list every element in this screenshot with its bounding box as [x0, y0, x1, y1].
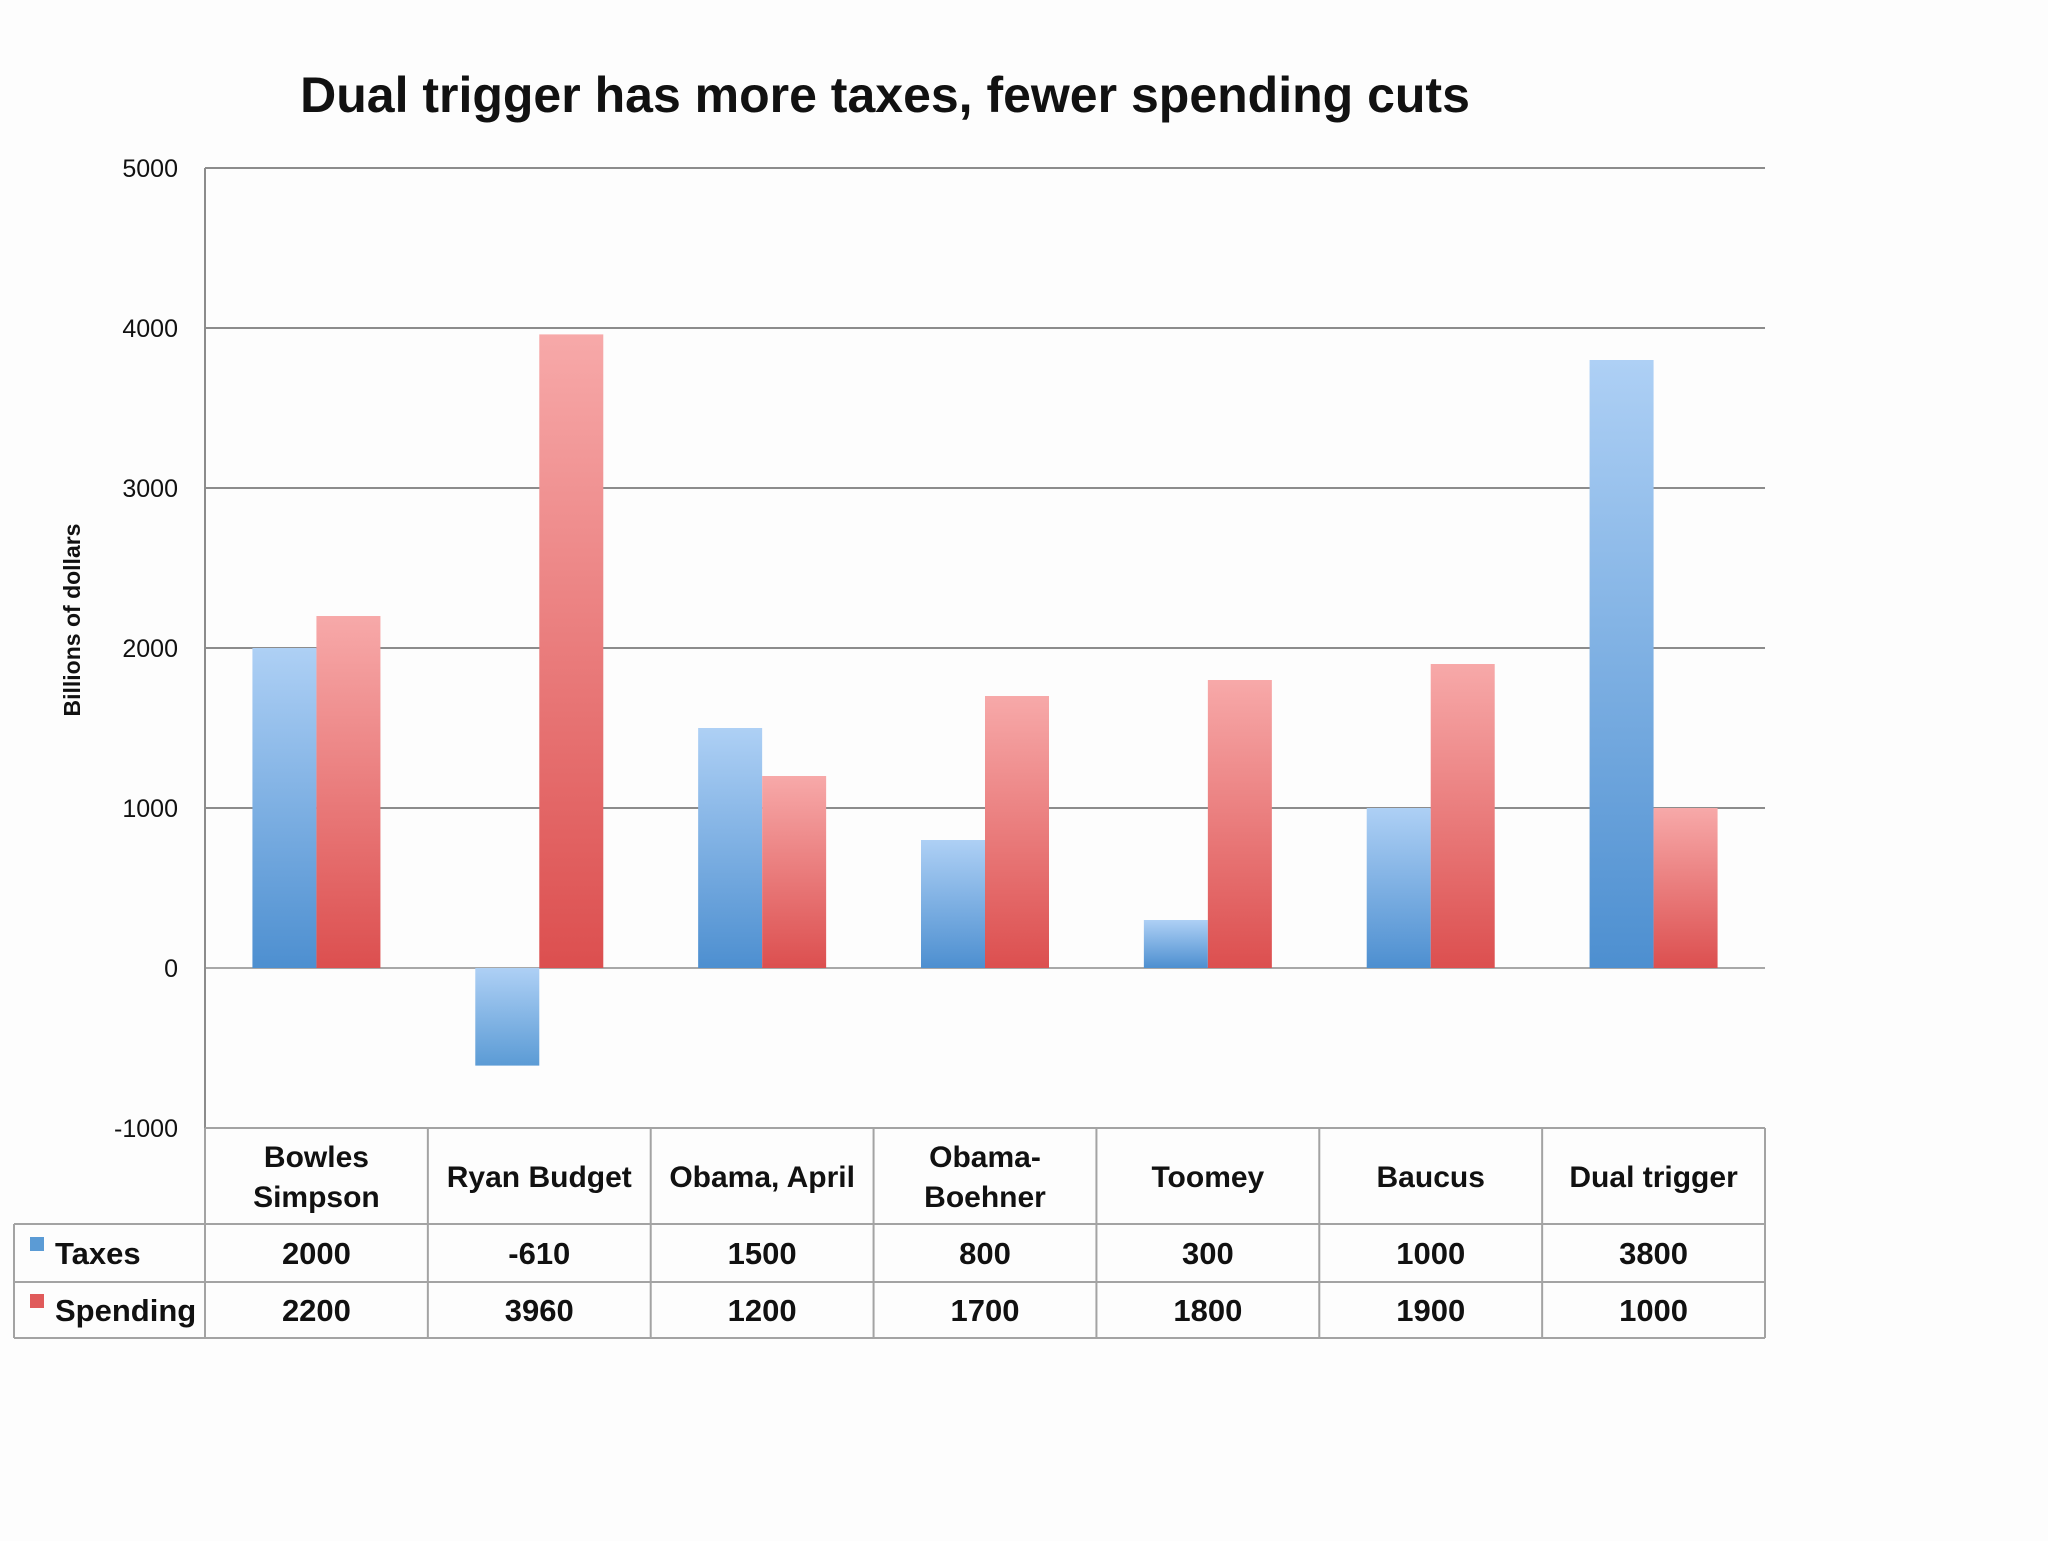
table-value: 300 [1182, 1236, 1234, 1271]
legend-swatch-taxes [30, 1237, 44, 1251]
table-value: 800 [959, 1236, 1011, 1271]
bar-spending [1207, 680, 1272, 968]
y-tick-label: 3000 [122, 475, 178, 503]
table-value: 1900 [1396, 1293, 1465, 1328]
category-label: Baucus [1377, 1161, 1485, 1194]
table-value: 1800 [1173, 1293, 1242, 1328]
bar-spending [1430, 664, 1495, 968]
bar-taxes [1366, 808, 1431, 968]
bar-taxes [475, 968, 540, 1066]
category-label: Dual trigger [1569, 1161, 1738, 1194]
category-label: Bowles [264, 1141, 369, 1174]
legend-label-taxes: Taxes [55, 1236, 141, 1271]
bar-spending [539, 334, 604, 968]
table-value: 1000 [1396, 1236, 1465, 1271]
bar-spending [762, 776, 827, 968]
table-value: 2000 [282, 1236, 351, 1271]
bar-spending [316, 616, 381, 968]
category-label: Ryan Budget [447, 1161, 632, 1194]
y-tick-label: -1000 [114, 1115, 178, 1143]
category-label: Obama, April [669, 1161, 855, 1194]
y-tick-label: 4000 [122, 315, 178, 343]
bar-taxes [1143, 920, 1208, 968]
category-label: Boehner [924, 1181, 1046, 1214]
table-value: 1700 [951, 1293, 1020, 1328]
y-tick-label: 0 [164, 955, 178, 983]
category-label: Toomey [1151, 1161, 1264, 1194]
table-value: 3800 [1619, 1236, 1688, 1271]
legend-label-spending: Spending [55, 1293, 196, 1328]
table-value: 3960 [505, 1293, 574, 1328]
bar-spending [1653, 808, 1718, 968]
category-label: Simpson [253, 1181, 380, 1214]
bar-taxes [1589, 360, 1654, 968]
table-value: 1200 [728, 1293, 797, 1328]
bar-taxes [921, 840, 985, 968]
bar-spending [985, 696, 1049, 968]
y-axis-label: Billions of dollars [59, 524, 85, 717]
bar-taxes [698, 728, 763, 968]
bar-taxes [252, 648, 317, 968]
table-value: 1500 [728, 1236, 797, 1271]
table-value: 2200 [282, 1293, 351, 1328]
y-tick-label: 5000 [122, 155, 178, 183]
category-label: Obama- [929, 1141, 1041, 1174]
chart-title: Dual trigger has more taxes, fewer spend… [300, 67, 1470, 123]
legend-swatch-spending [30, 1294, 44, 1308]
y-tick-label: 2000 [122, 635, 178, 663]
y-tick-label: 1000 [122, 795, 178, 823]
table-value: 1000 [1619, 1293, 1688, 1328]
table-value: -610 [508, 1236, 570, 1271]
